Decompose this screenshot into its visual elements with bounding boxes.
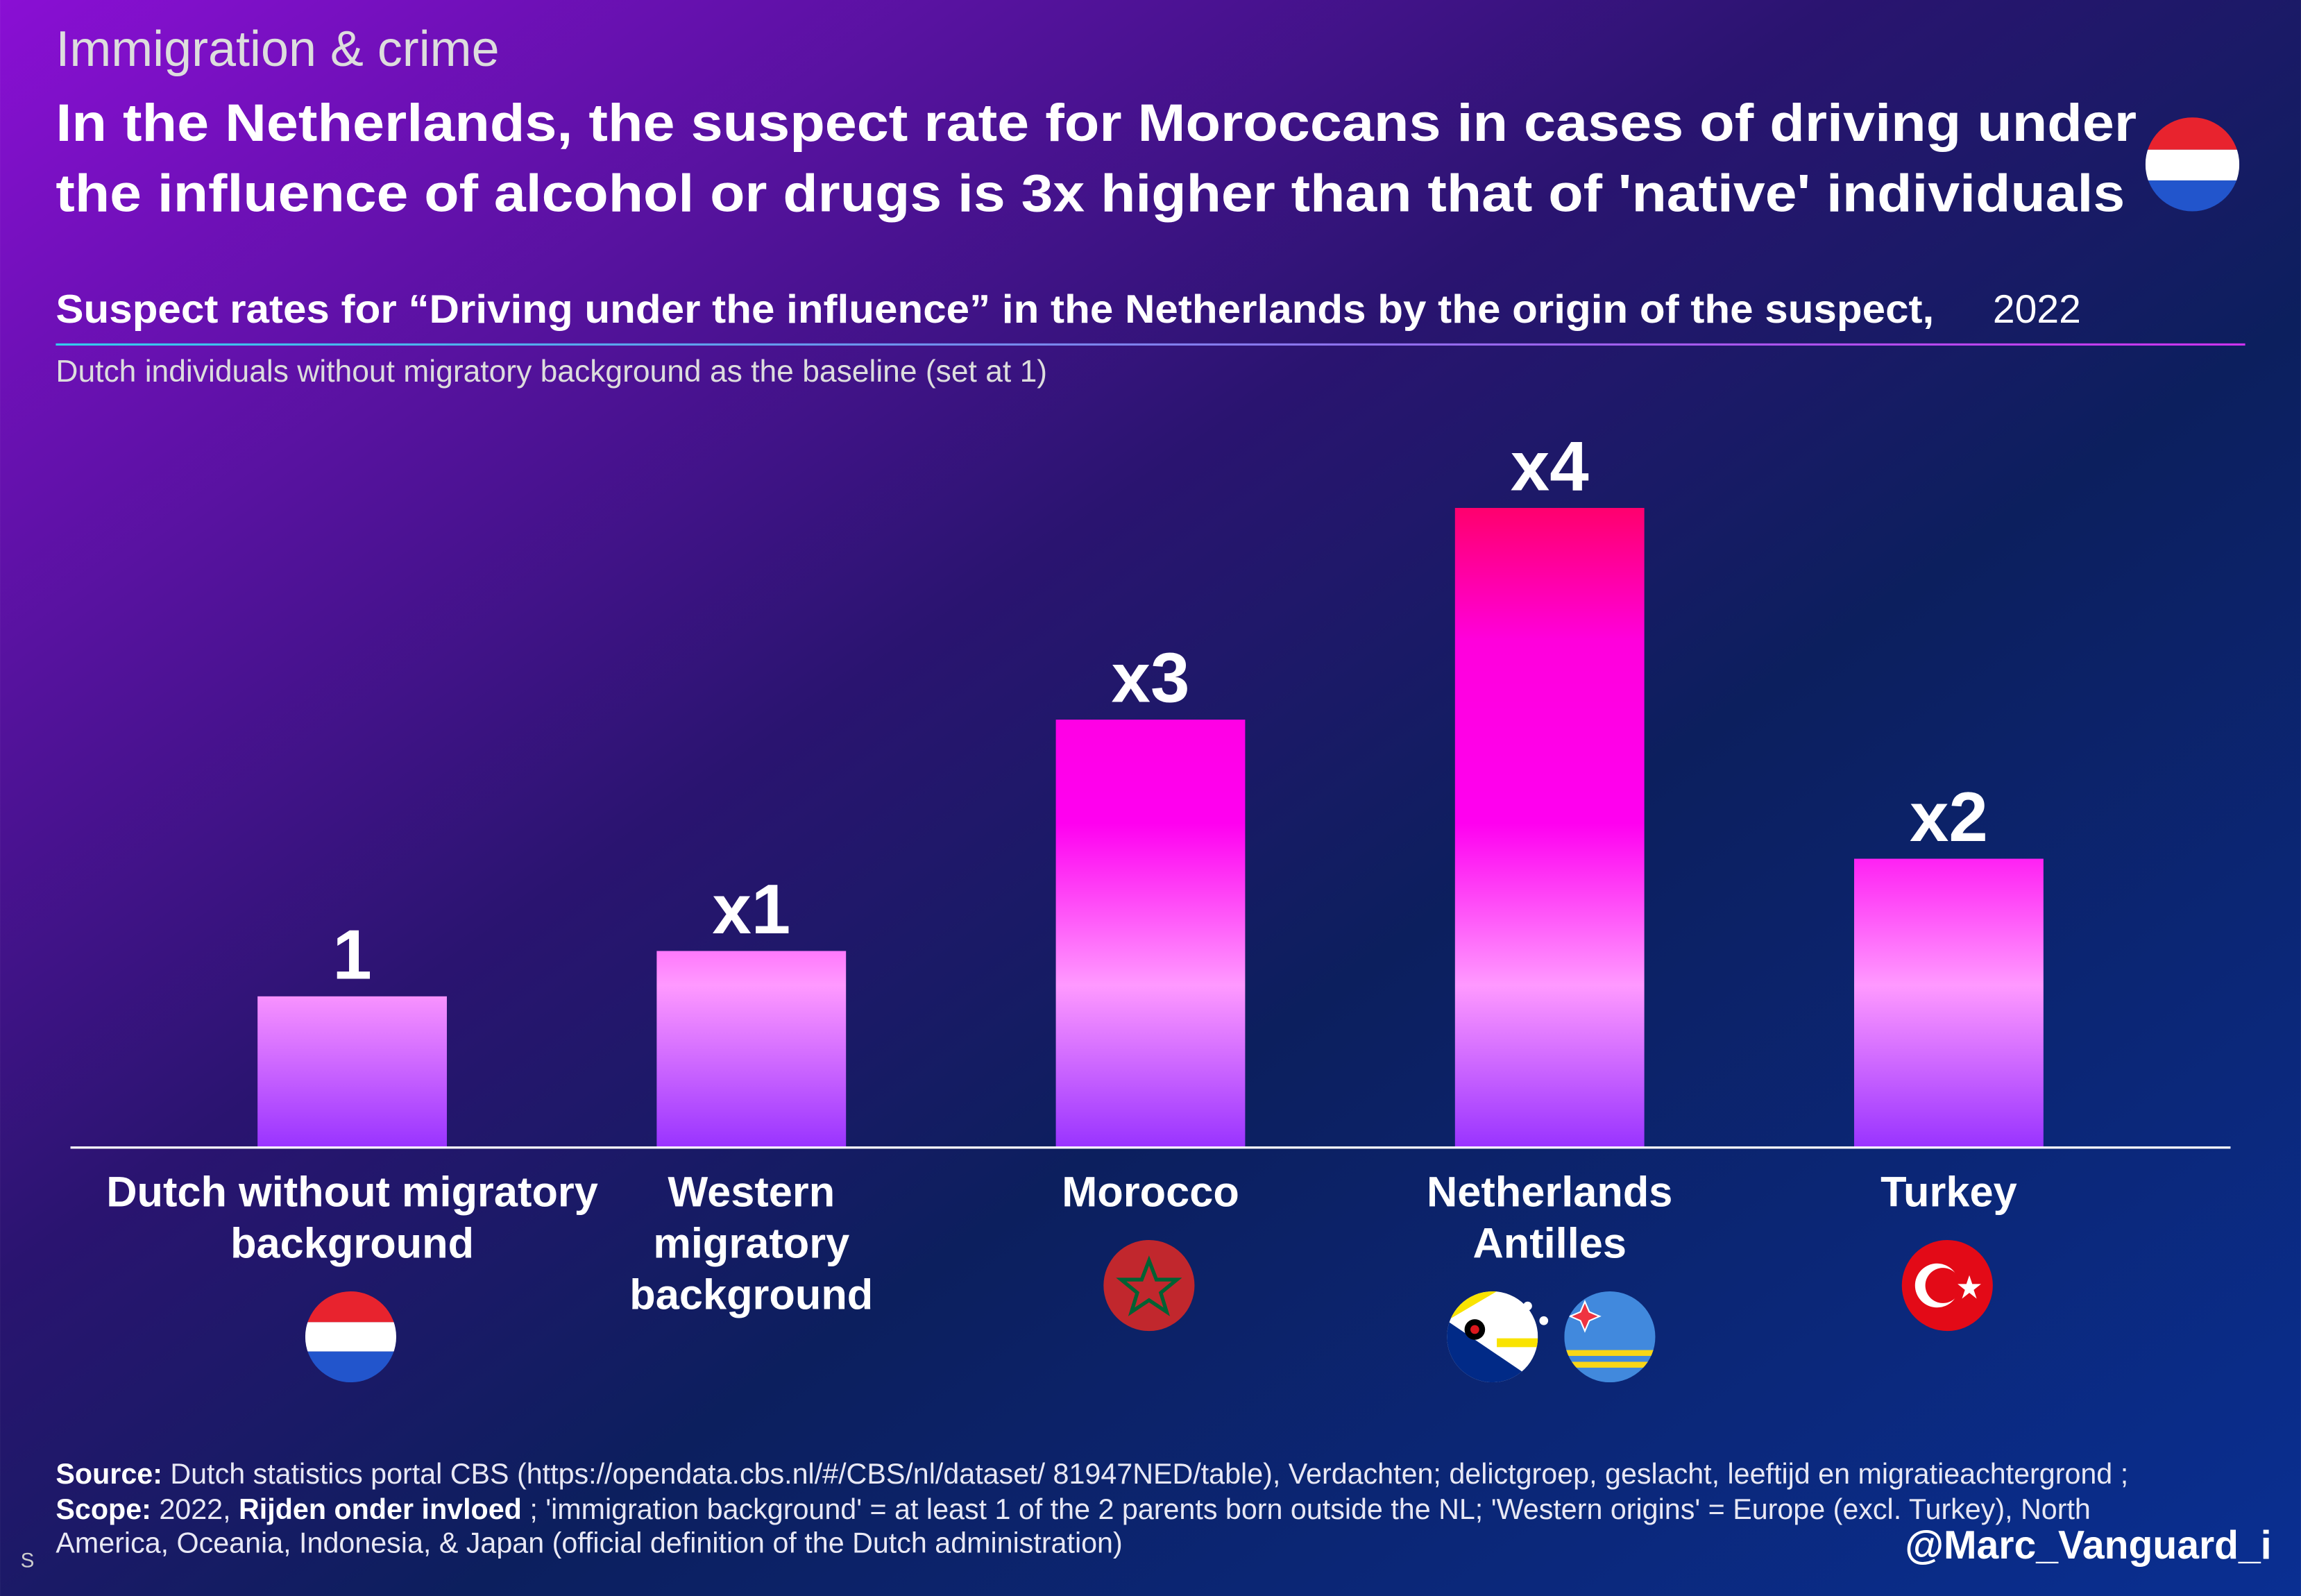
x-tick-label: Morocco bbox=[1062, 1169, 1239, 1217]
chart-title-year: 2022 bbox=[1993, 287, 2081, 332]
footnote: Source: Dutch statistics portal CBS (htt… bbox=[56, 1459, 2198, 1562]
footnote-text: 2022, bbox=[151, 1493, 239, 1526]
bar bbox=[1454, 507, 1645, 1148]
category-label: Morocco bbox=[1062, 1169, 1239, 1217]
x-tick-label: Netherlands Antilles bbox=[1426, 1169, 1673, 1268]
footnote-text: Source: Dutch statistics portal CBS (htt… bbox=[56, 1459, 2198, 1562]
footnote-label: Scope: bbox=[56, 1493, 151, 1526]
handle: @Marc_Vanguard_i bbox=[1905, 1523, 2271, 1568]
flag-turkey bbox=[1901, 1239, 1993, 1332]
bar bbox=[656, 951, 847, 1148]
bar bbox=[1854, 858, 2044, 1148]
footnote-label: Source: bbox=[56, 1459, 162, 1491]
value-label: x2 bbox=[1910, 777, 1988, 856]
category-label: Netherlands Antilles bbox=[1426, 1169, 1673, 1268]
value-label: x4 bbox=[1511, 427, 1589, 506]
flag-morocco bbox=[1103, 1239, 1195, 1332]
x-tick-label: Western migratory background bbox=[629, 1169, 874, 1320]
chart-title: Suspect rates for “Driving under the inf… bbox=[56, 287, 1934, 332]
corner-mark: S bbox=[21, 1550, 35, 1572]
x-tick-label: Dutch without migratory background bbox=[106, 1169, 598, 1268]
tag: Immigration & crime bbox=[56, 22, 499, 77]
footnote-label: Rijden onder invloed bbox=[239, 1493, 522, 1526]
value-label: 1 bbox=[332, 915, 371, 994]
category-label: Dutch without migratory background bbox=[106, 1169, 598, 1268]
flag-bonaire bbox=[1447, 1291, 1538, 1383]
flag-curacao-stars bbox=[1523, 1301, 1549, 1325]
chart-subtitle: Dutch individuals without migratory back… bbox=[56, 355, 1047, 389]
headline: the influence of alcohol or drugs is 3x … bbox=[56, 164, 2125, 223]
title-rule bbox=[56, 343, 2245, 346]
bar bbox=[257, 996, 447, 1148]
flag-nl bbox=[305, 1291, 397, 1383]
category-label: Turkey bbox=[1880, 1169, 2017, 1217]
flag-aruba bbox=[1564, 1291, 1656, 1383]
bar bbox=[1055, 720, 1246, 1148]
headline: In the Netherlands, the suspect rate for… bbox=[56, 94, 2137, 153]
x-tick-label: Turkey bbox=[1880, 1169, 2017, 1217]
footnote-text: Dutch statistics portal CBS (https://ope… bbox=[162, 1459, 2129, 1491]
category-label: Western migratory background bbox=[629, 1169, 874, 1320]
value-label: x3 bbox=[1112, 638, 1190, 718]
value-label: x1 bbox=[712, 869, 790, 949]
footnote-text: ; 'immigration background' = at least 1 … bbox=[56, 1493, 2091, 1560]
